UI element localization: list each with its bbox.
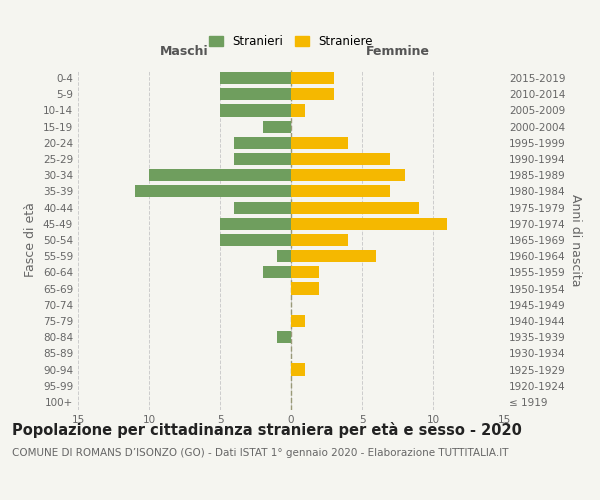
Bar [291,153,391,165]
Bar [220,72,291,84]
Bar [291,234,348,246]
Bar [291,282,319,294]
Bar [291,88,334,101]
Bar [149,169,291,181]
Legend: Stranieri, Straniere: Stranieri, Straniere [209,35,373,48]
Bar [220,88,291,101]
Bar [234,137,291,149]
Bar [291,169,404,181]
Bar [291,315,305,327]
Bar [220,104,291,117]
Bar [220,218,291,230]
Bar [291,364,305,376]
Text: Popolazione per cittadinanza straniera per età e sesso - 2020: Popolazione per cittadinanza straniera p… [12,422,522,438]
Bar [291,104,305,117]
Bar [263,120,291,132]
Bar [135,186,291,198]
Bar [234,153,291,165]
Text: Femmine: Femmine [365,45,430,58]
Bar [277,331,291,343]
Y-axis label: Fasce di età: Fasce di età [25,202,37,278]
Bar [291,250,376,262]
Bar [234,202,291,213]
Bar [291,266,319,278]
Bar [291,72,334,84]
Text: COMUNE DI ROMANS D’ISONZO (GO) - Dati ISTAT 1° gennaio 2020 - Elaborazione TUTTI: COMUNE DI ROMANS D’ISONZO (GO) - Dati IS… [12,448,509,458]
Bar [291,137,348,149]
Bar [220,234,291,246]
Bar [291,186,391,198]
Bar [277,250,291,262]
Bar [263,266,291,278]
Y-axis label: Anni di nascita: Anni di nascita [569,194,582,286]
Bar [291,202,419,213]
Bar [291,218,447,230]
Text: Maschi: Maschi [160,45,209,58]
